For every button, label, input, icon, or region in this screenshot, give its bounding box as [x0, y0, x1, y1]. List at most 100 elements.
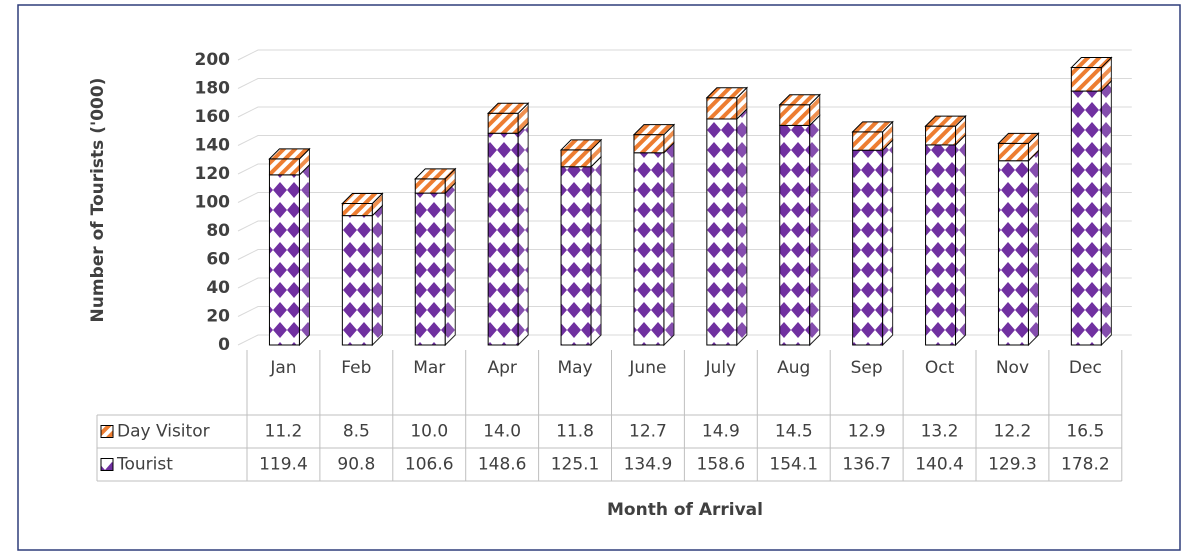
bar-top — [1070, 57, 1113, 69]
grid-line — [237, 135, 1132, 146]
bar-segment — [414, 178, 446, 194]
x-tick-label: Mar — [413, 358, 445, 378]
x-tick-label: Dec — [1069, 358, 1102, 378]
y-axis-label: Number of Tourists ('000) — [88, 78, 108, 323]
bar-side — [298, 163, 310, 347]
bar-side — [444, 181, 456, 347]
bar-segment — [852, 149, 884, 346]
grid-line — [237, 192, 1132, 203]
grid-line — [237, 106, 1132, 118]
bar-segment — [268, 174, 300, 346]
y-tick-label: 120 — [195, 164, 231, 184]
x-tick-label: Apr — [487, 358, 516, 378]
bar-side — [371, 204, 383, 347]
table-value: 119.4 — [259, 455, 308, 475]
bar-segment — [414, 192, 446, 346]
bar-top — [851, 121, 894, 133]
x-tick-label: July — [705, 358, 737, 378]
y-tick-label: 100 — [195, 193, 231, 213]
x-axis-label: Month of Arrival — [607, 500, 763, 520]
legend-key — [100, 458, 114, 471]
chart-frame — [17, 4, 1181, 551]
bar-top — [341, 192, 384, 204]
bar-side — [955, 133, 967, 347]
bar-side — [590, 155, 602, 347]
x-tick-label: Oct — [925, 358, 955, 378]
table-value: 129.3 — [988, 455, 1037, 475]
bar-segment — [268, 158, 300, 176]
bar-segment — [852, 131, 884, 151]
bar-segment — [560, 166, 592, 346]
bar-side — [517, 122, 529, 347]
table-value: 12.2 — [994, 422, 1032, 442]
bar-top — [924, 115, 967, 127]
table-value: 125.1 — [551, 455, 600, 475]
legend-key — [100, 425, 114, 438]
grid-line — [237, 306, 1132, 317]
table-value: 14.0 — [483, 422, 521, 442]
y-tick-label: 80 — [206, 221, 230, 241]
x-tick-label: Sep — [851, 358, 883, 378]
bar-segment — [633, 134, 665, 154]
bar-segment — [925, 144, 957, 346]
bar-top — [268, 148, 311, 160]
grid-line — [237, 334, 1132, 346]
bar-segment — [779, 104, 811, 126]
y-tick-label: 160 — [195, 107, 231, 127]
table-value: 136.7 — [842, 455, 891, 475]
bar-segment — [341, 202, 373, 217]
bar-top — [778, 94, 821, 106]
table-value: 12.9 — [848, 422, 886, 442]
table-value: 10.0 — [410, 422, 448, 442]
table-value: 11.2 — [265, 422, 303, 442]
grid-line — [237, 277, 1132, 289]
bar-side — [1100, 79, 1112, 347]
table-value: 14.5 — [775, 422, 813, 442]
bar-segment — [925, 125, 957, 146]
legend-label: Tourist — [116, 455, 173, 475]
x-tick-label: Jan — [269, 358, 296, 378]
bar-segment — [341, 215, 373, 346]
y-tick-label: 20 — [206, 307, 230, 327]
table-value: 106.6 — [405, 455, 454, 475]
bar-segment — [706, 118, 738, 346]
table-value: 90.8 — [337, 455, 375, 475]
y-tick-label: 40 — [206, 278, 230, 298]
bar-segment — [487, 112, 519, 134]
bar-segment — [1070, 67, 1102, 92]
y-tick-label: 180 — [195, 79, 231, 99]
table-value: 13.2 — [921, 422, 959, 442]
table-value: 140.4 — [915, 455, 964, 475]
bar-side — [736, 107, 748, 347]
bar-segment — [560, 149, 592, 168]
table-value: 158.6 — [697, 455, 746, 475]
grid-line — [237, 249, 1132, 260]
y-tick-label: 140 — [195, 136, 231, 156]
bar-segment — [997, 160, 1029, 346]
grid-line — [237, 163, 1132, 175]
table-value: 14.9 — [702, 422, 740, 442]
table-value: 148.6 — [478, 455, 527, 475]
bar-side — [809, 114, 821, 347]
table-value: 12.7 — [629, 422, 667, 442]
legend-label: Day Visitor — [117, 422, 210, 442]
bar-side — [1027, 149, 1039, 347]
bar-segment — [1070, 90, 1102, 346]
bar-segment — [706, 97, 738, 120]
x-tick-label: June — [628, 358, 666, 378]
grid-line — [237, 49, 1132, 61]
grid-line — [237, 78, 1132, 89]
bar-segment — [633, 152, 665, 346]
bar-segment — [997, 142, 1029, 162]
grid-line — [237, 220, 1132, 232]
bar-top — [997, 132, 1040, 144]
table-value: 178.2 — [1061, 455, 1110, 475]
table-value: 11.8 — [556, 422, 594, 442]
y-tick-label: 0 — [218, 335, 230, 355]
bar-top — [705, 87, 749, 99]
bar-segment — [779, 124, 811, 346]
table-value: 16.5 — [1066, 422, 1104, 442]
table-value: 8.5 — [343, 422, 370, 442]
